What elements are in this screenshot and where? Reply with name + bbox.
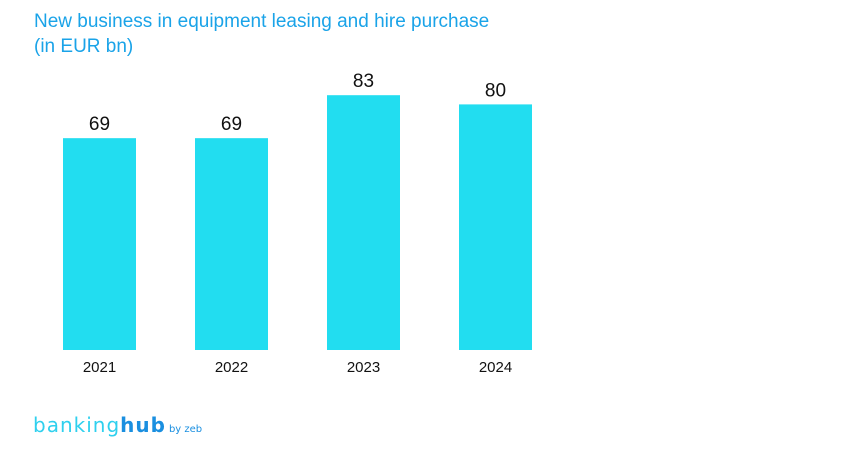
x-tick-label: 2021 (83, 359, 116, 376)
data-label: 69 (221, 114, 242, 135)
bankinghub-logo: bankinghub by zeb (33, 413, 202, 437)
title-line: New business in equipment leasing and hi… (34, 11, 490, 32)
logo-banking: banking (33, 413, 121, 437)
data-label: 80 (485, 80, 506, 101)
bar-2023 (327, 95, 400, 350)
data-label: 83 (353, 71, 374, 92)
data-label: 69 (89, 114, 110, 135)
bar-2022 (195, 138, 268, 350)
bar-2024 (459, 104, 532, 351)
bar-2021 (63, 138, 136, 350)
chart-title: New business in equipment leasing and hi… (34, 9, 489, 59)
x-tick-label: 2023 (347, 359, 380, 376)
subtitle-line: (in EUR bn) (34, 36, 134, 57)
x-tick-label: 2024 (479, 359, 512, 376)
logo-by-zeb: by zeb (168, 424, 203, 435)
x-tick-label: 2022 (215, 359, 248, 376)
logo-hub: hub (120, 413, 166, 437)
